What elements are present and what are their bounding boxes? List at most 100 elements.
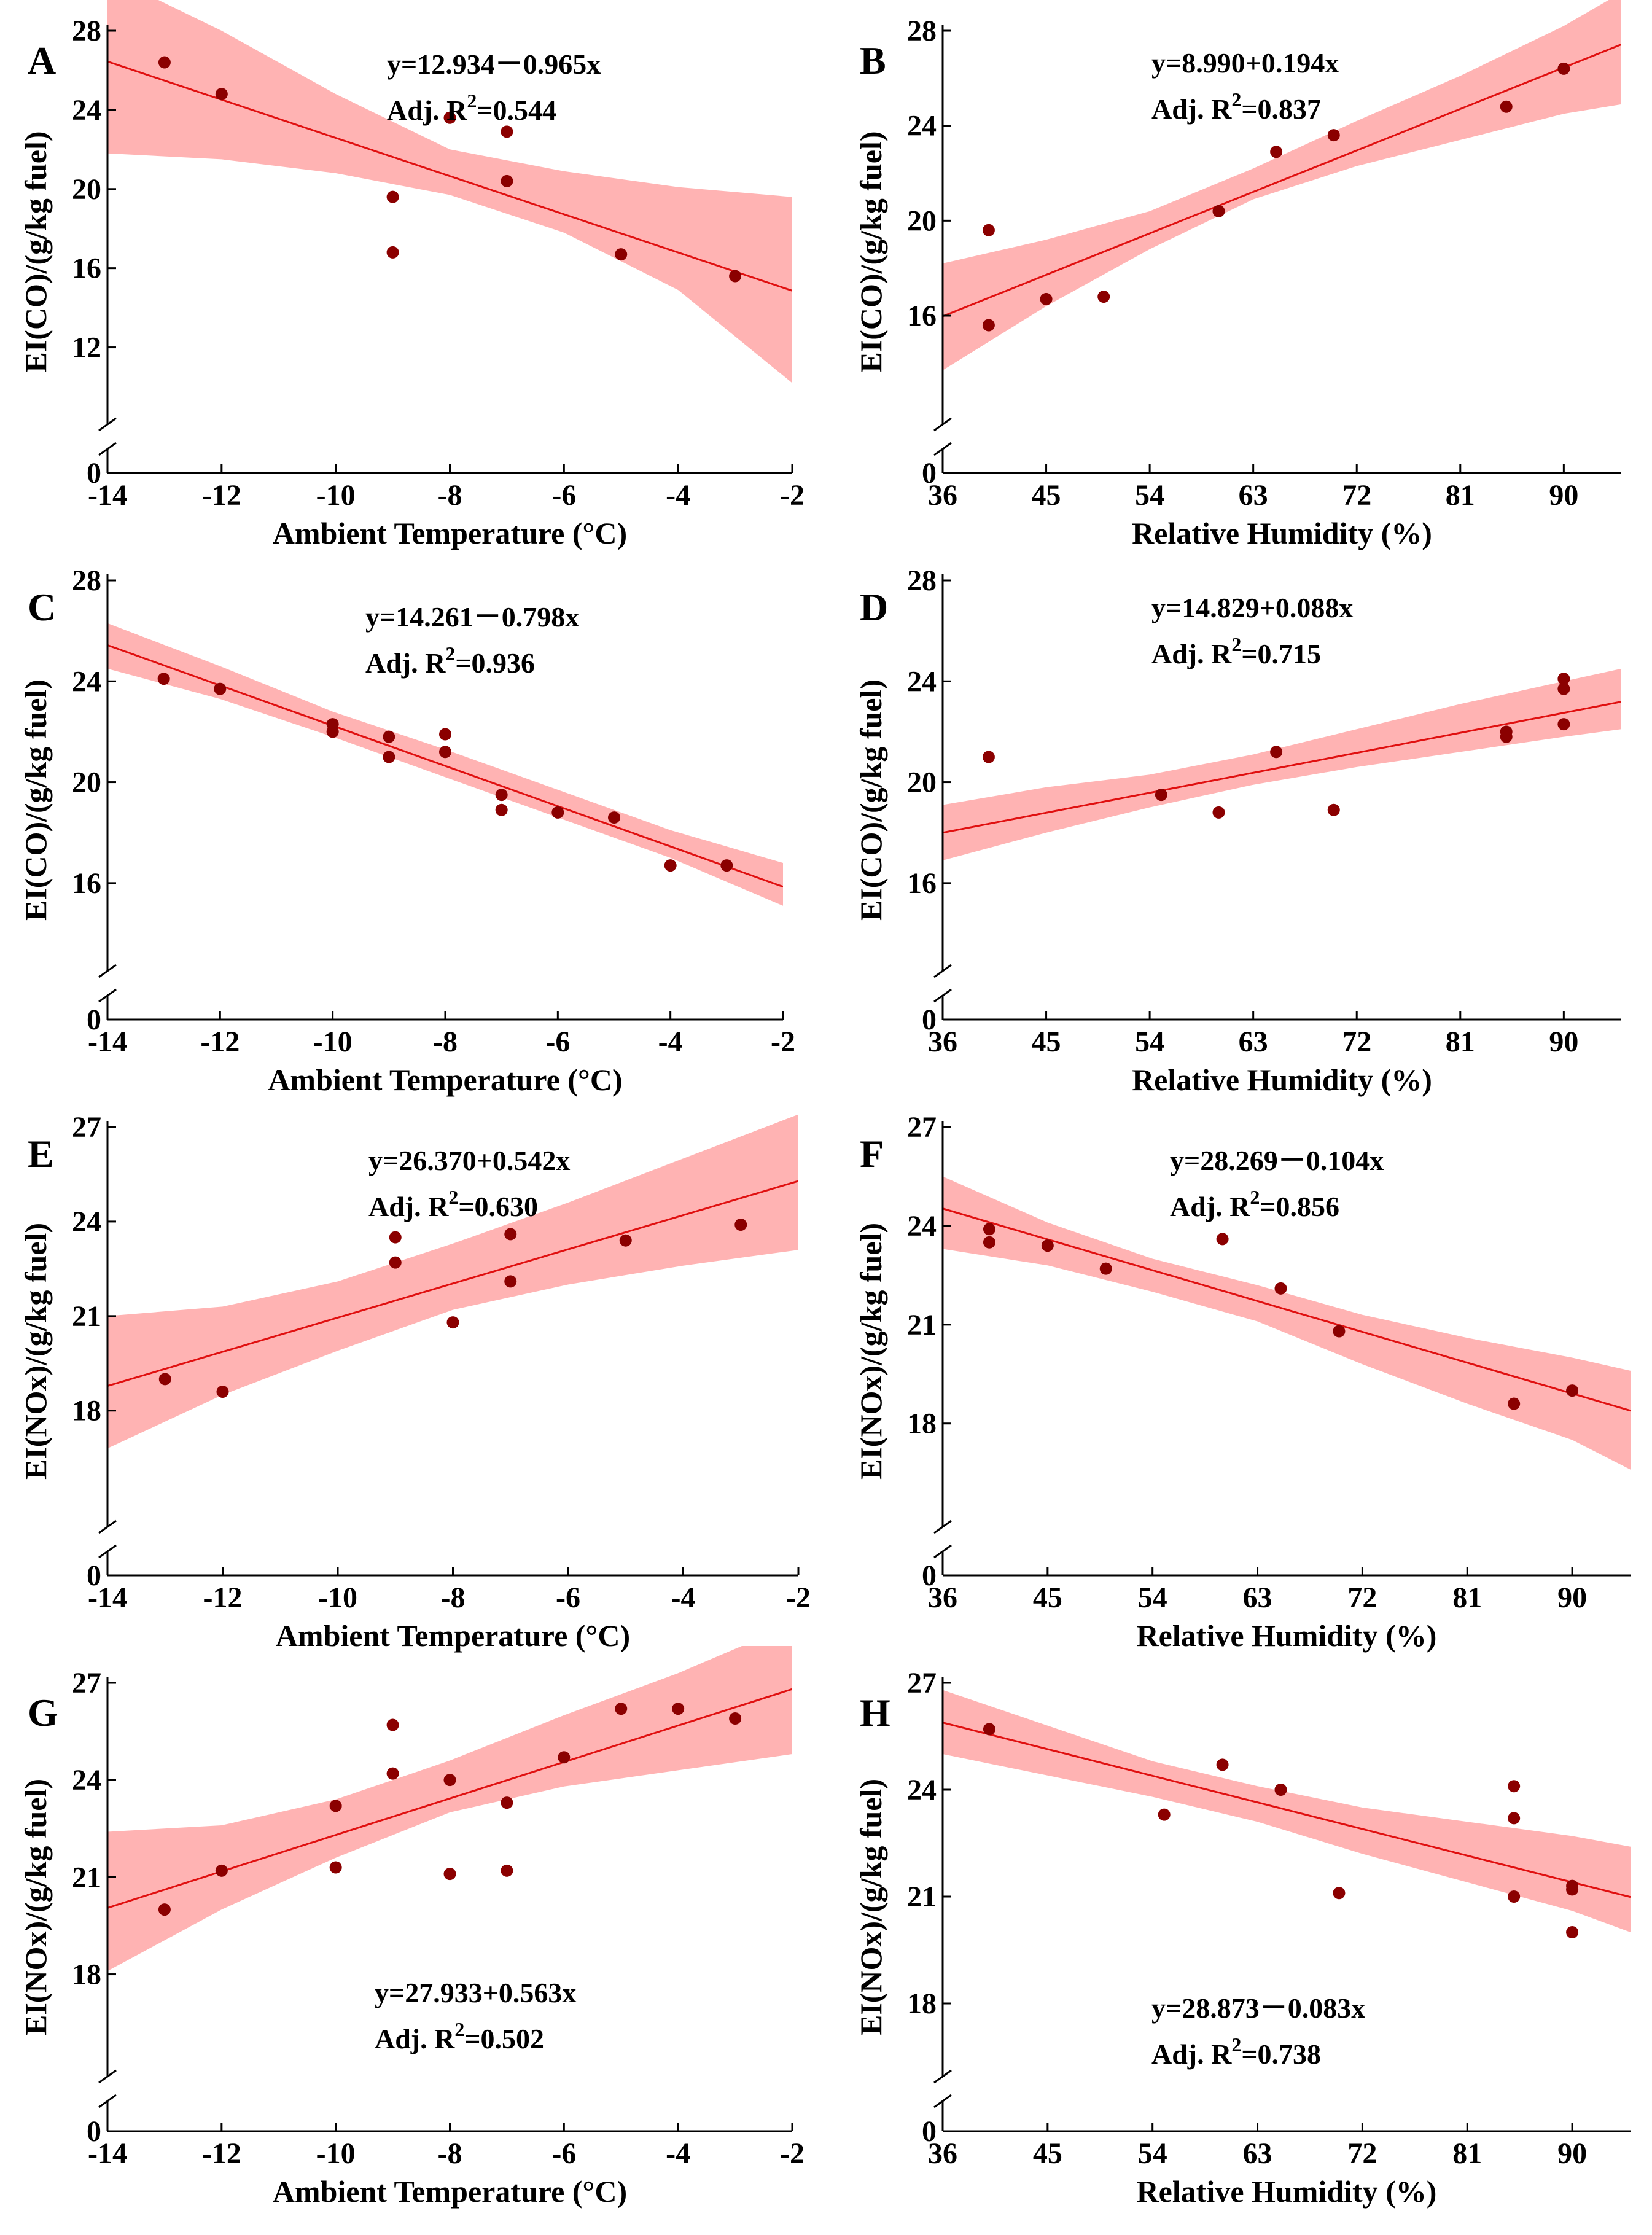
x-tick-label: 36 xyxy=(928,1582,957,1614)
x-tick-label: 81 xyxy=(1446,479,1475,512)
y-axis-title: EI(NOx)/(g/kg fuel) xyxy=(18,1779,53,2035)
y-tick-label: 0 xyxy=(922,457,937,490)
data-point xyxy=(495,789,508,802)
confidence-band xyxy=(943,668,1621,860)
y-tick-label: 16 xyxy=(72,252,101,285)
y-tick-label: 27 xyxy=(907,1111,937,1144)
regression-equation: y=14.829+0.088x xyxy=(1151,592,1353,623)
data-point xyxy=(1557,673,1570,685)
data-point xyxy=(615,248,628,261)
x-tick-label: 54 xyxy=(1138,2137,1167,2170)
data-point xyxy=(158,1373,171,1386)
data-point xyxy=(1508,1780,1521,1793)
data-point xyxy=(157,673,170,685)
data-point xyxy=(1099,1262,1112,1275)
y-tick-label: 21 xyxy=(72,1300,101,1333)
data-point xyxy=(551,806,564,819)
adjusted-r-squared: Adj. R2=0.837 xyxy=(1151,88,1321,125)
y-tick-label: 18 xyxy=(907,1987,937,2020)
regression-equation: y=14.261－0.798x xyxy=(365,601,579,633)
confidence-band xyxy=(943,0,1621,370)
data-point xyxy=(214,682,227,695)
data-point xyxy=(504,1228,517,1241)
data-point xyxy=(326,725,339,738)
data-point xyxy=(1508,1397,1521,1410)
x-axis-title: Relative Humidity (%) xyxy=(1137,2174,1437,2209)
y-tick-label: 16 xyxy=(907,300,937,332)
data-point xyxy=(558,1751,571,1764)
confidence-band xyxy=(107,0,792,383)
regression-line xyxy=(943,44,1621,318)
data-point xyxy=(504,1275,517,1288)
y-tick-label: 24 xyxy=(907,1210,937,1242)
x-tick-label: -14 xyxy=(88,1026,127,1058)
data-point xyxy=(1333,1325,1346,1338)
regression-equation: y=8.990+0.194x xyxy=(1151,47,1339,79)
data-point xyxy=(501,174,513,187)
y-axis-title: EI(CO)/(g/kg fuel) xyxy=(854,131,888,372)
y-tick-label: 0 xyxy=(87,457,101,490)
data-point xyxy=(1500,100,1513,113)
x-axis-title: Relative Humidity (%) xyxy=(1132,516,1432,550)
data-point xyxy=(1557,682,1570,695)
data-point xyxy=(216,1385,229,1398)
y-tick-label: 24 xyxy=(907,110,937,142)
y-tick-label: 0 xyxy=(87,1004,101,1036)
data-point xyxy=(1327,803,1340,816)
x-tick-label: -14 xyxy=(88,1582,127,1614)
x-axis-title: Relative Humidity (%) xyxy=(1137,1618,1437,1653)
panel-letter: H xyxy=(860,1691,890,1734)
adjusted-r-squared: Adj. R2=0.936 xyxy=(365,642,535,679)
data-point xyxy=(1557,62,1570,75)
data-point xyxy=(495,803,508,816)
x-tick-label: 54 xyxy=(1135,1026,1164,1058)
x-tick-label: -2 xyxy=(771,1026,795,1058)
data-point xyxy=(386,190,399,203)
y-tick-label: 21 xyxy=(907,1309,937,1341)
data-point xyxy=(672,1703,685,1715)
data-point xyxy=(1155,789,1167,802)
data-point xyxy=(982,751,995,763)
x-tick-label: 45 xyxy=(1033,1582,1062,1614)
data-point xyxy=(383,730,395,743)
y-tick-label: 28 xyxy=(72,564,101,597)
regression-line xyxy=(943,1207,1631,1412)
x-tick-label: 72 xyxy=(1347,1582,1377,1614)
data-point xyxy=(215,88,228,101)
y-axis-title: EI(NOx)/(g/kg fuel) xyxy=(18,1223,53,1480)
regression-equation: y=28.873－0.083x xyxy=(1151,1992,1365,2024)
data-point xyxy=(439,728,451,741)
x-tick-label: -12 xyxy=(202,479,241,512)
y-tick-label: 16 xyxy=(72,867,101,900)
y-tick-label: 24 xyxy=(72,1764,101,1796)
data-point xyxy=(1041,1239,1054,1252)
y-tick-label: 0 xyxy=(87,1559,101,1592)
y-tick-label: 21 xyxy=(72,1861,101,1894)
panel-letter: E xyxy=(28,1132,54,1176)
data-point xyxy=(439,746,451,759)
x-tick-label: -14 xyxy=(88,2137,127,2170)
data-point xyxy=(1270,146,1283,158)
x-axis-title: Ambient Temperature (°C) xyxy=(276,1618,630,1653)
data-point xyxy=(443,1868,456,1881)
data-point xyxy=(1327,129,1340,142)
axis-break-mark xyxy=(98,1519,117,1559)
y-tick-label: 28 xyxy=(907,564,937,597)
y-tick-label: 0 xyxy=(922,1004,937,1036)
panel-letter: G xyxy=(28,1691,58,1734)
panel-letter: C xyxy=(28,585,56,629)
data-point xyxy=(729,1712,742,1725)
x-axis-title: Ambient Temperature (°C) xyxy=(273,2174,627,2209)
confidence-band xyxy=(107,1646,792,1972)
adjusted-r-squared: Adj. R2=0.630 xyxy=(368,1186,538,1222)
panel-letter: A xyxy=(28,39,56,82)
data-point xyxy=(446,1316,459,1329)
data-point xyxy=(501,1796,513,1809)
adjusted-r-squared: Adj. R2=0.738 xyxy=(1151,2034,1321,2070)
regression-equation: y=28.269－0.104x xyxy=(1170,1145,1384,1176)
data-point xyxy=(1216,1758,1229,1771)
